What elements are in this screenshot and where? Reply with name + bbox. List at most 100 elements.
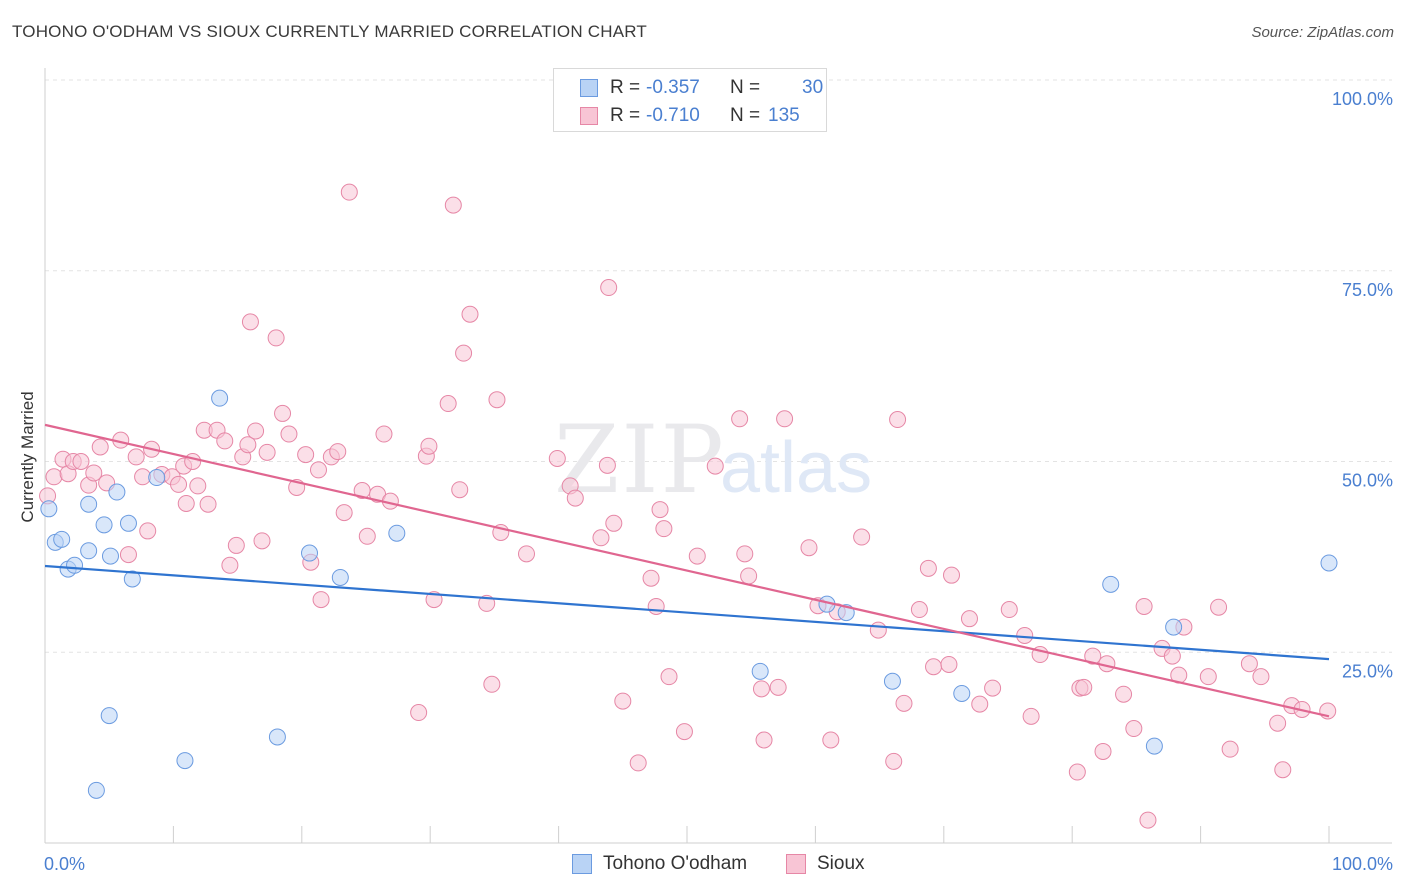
legend-r-value: -0.357 (646, 77, 700, 98)
tohono-point (100, 707, 118, 725)
sioux-point (451, 481, 469, 499)
sioux-point (919, 559, 937, 577)
sioux-point (1135, 597, 1153, 615)
sioux-point (740, 567, 758, 585)
tohono-point (883, 672, 901, 690)
tohono-point (211, 389, 229, 407)
sioux-point (1221, 740, 1239, 758)
tohono-point (40, 500, 58, 518)
sioux-point (199, 495, 217, 513)
tohono-point (148, 469, 166, 487)
legend-r-value: -0.710 (646, 105, 700, 126)
sioux-point (592, 529, 610, 547)
sioux-point (340, 183, 358, 201)
sioux-point (1125, 720, 1143, 738)
sioux-point (439, 395, 457, 413)
sioux-point (280, 425, 298, 443)
legend-n-value: 135 (768, 105, 800, 126)
sioux-point (1199, 668, 1217, 686)
sioux-point (755, 731, 773, 749)
sioux-point (605, 514, 623, 532)
sioux-point (943, 566, 961, 584)
sioux-point (309, 461, 327, 479)
legend-n-label: N = (730, 105, 761, 126)
sioux-point (177, 494, 195, 512)
sioux-point (1084, 647, 1102, 665)
sioux-point (675, 723, 693, 741)
tohono-trend-line (44, 564, 1330, 661)
tohono-point (1320, 554, 1338, 572)
sioux-point (960, 610, 978, 628)
bottom-legend-label-tohono: Tohono O'odham (603, 853, 748, 874)
sioux-point (984, 679, 1002, 697)
x-tick-label: 0.0% (44, 854, 85, 874)
sioux-point (655, 520, 673, 538)
source-label: Source: ZipAtlas.com (1251, 24, 1394, 41)
sioux-point (800, 539, 818, 557)
x-tick-label: 100.0% (1332, 854, 1393, 874)
tohono-point (119, 514, 137, 532)
sioux-point (258, 443, 276, 461)
sioux-point (375, 425, 393, 443)
tohono-point (53, 530, 71, 548)
sioux-point (444, 196, 462, 214)
sioux-points (39, 183, 1337, 829)
tohono-point (751, 662, 769, 680)
legend-r-label: R = (610, 105, 641, 126)
tohono-point (87, 781, 105, 799)
sioux-point (688, 547, 706, 565)
sioux-point (483, 675, 501, 693)
sioux-point (329, 443, 347, 461)
sioux-point (1075, 678, 1093, 696)
sioux-point (85, 464, 103, 482)
sioux-point (598, 456, 616, 474)
sioux-point (335, 504, 353, 522)
sioux-point (895, 694, 913, 712)
sioux-point (600, 279, 618, 297)
sioux-point (134, 468, 152, 486)
sioux-point (461, 305, 479, 323)
tohono-point (80, 495, 98, 513)
watermark-atlas: atlas (720, 428, 872, 508)
tohono-points (40, 389, 1338, 799)
y-tick-label: 50.0% (1342, 471, 1393, 491)
sioux-point (170, 475, 188, 493)
sioux-point (769, 678, 787, 696)
sioux-point (274, 404, 292, 422)
sioux-point (1139, 811, 1157, 829)
sioux-point (1163, 647, 1181, 665)
sioux-point (518, 545, 535, 563)
sioux-point (127, 448, 145, 466)
sioux-point (1274, 761, 1292, 779)
tohono-point (80, 542, 98, 560)
sioux-point (1000, 601, 1018, 619)
sioux-point (910, 601, 928, 619)
sioux-point (1269, 714, 1287, 732)
tohono-point (95, 516, 113, 534)
tohono-point (66, 556, 84, 574)
sioux-point (1022, 707, 1040, 725)
tohono-point (1165, 618, 1183, 636)
correlation-legend: R = -0.357 N = 30 R = -0.710 N = 135 (553, 68, 827, 132)
sioux-point (216, 432, 234, 450)
sioux-point (566, 489, 584, 507)
tohono-point (301, 544, 319, 562)
sioux-point (822, 731, 840, 749)
axes (44, 68, 1392, 844)
tohono-point (953, 684, 971, 702)
sioux-point (614, 692, 632, 710)
tohono-point (108, 483, 126, 501)
chart-title: TOHONO O'ODHAM VS SIOUX CURRENTLY MARRIE… (12, 22, 647, 41)
y-tick-label: 25.0% (1342, 661, 1393, 681)
sioux-point (642, 569, 660, 587)
sioux-point (660, 668, 678, 686)
sioux-point (358, 527, 376, 545)
sioux-point (184, 453, 202, 470)
sioux-point (410, 704, 428, 722)
sioux-point (221, 556, 239, 574)
sioux-point (297, 446, 315, 464)
sioux-point (776, 410, 794, 428)
sioux-point (253, 532, 271, 550)
sioux-point (706, 457, 724, 475)
sioux-point (1240, 655, 1258, 673)
